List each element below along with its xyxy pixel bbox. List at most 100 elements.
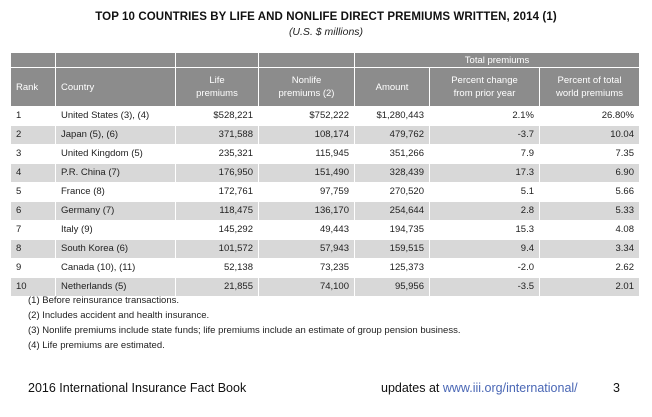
cell-country: France (8) — [55, 182, 176, 202]
table-row: 8 South Korea (6) 101,572 57,943 159,515 9.4 3… — [10, 239, 640, 259]
page-subtitle: (U.S. $ millions) — [288, 26, 364, 38]
cell-life-premiums: 145,292 — [175, 220, 259, 240]
header-amount: Amount — [354, 67, 430, 107]
table-row: 10 Netherlands (5) 21,855 74,100 95,956 -3.5 2… — [10, 277, 640, 297]
cell-country: Canada (10), (11) — [55, 258, 176, 278]
cell-percent-change: -3.5 — [429, 277, 540, 297]
table-body: 1 United States (3), (4) $528,221 $752,222 $… — [10, 106, 640, 297]
header-pct-change-line1: Percent change — [451, 75, 518, 86]
premiums-table: Total premiums Rank Country Life premium… — [10, 52, 640, 297]
footnote: (4) Life premiums are estimated. — [28, 340, 165, 351]
header-total-premiums: Total premiums — [354, 52, 640, 68]
cell-rank: 3 — [10, 144, 56, 164]
cell-amount: 270,520 — [354, 182, 430, 202]
cell-amount: $1,280,443 — [354, 106, 430, 126]
cell-life-premiums: 235,321 — [175, 144, 259, 164]
cell-amount: 159,515 — [354, 239, 430, 259]
header-pct-world-line2: world premiums — [555, 88, 624, 99]
cell-percent-world: 4.08 — [539, 220, 640, 240]
cell-rank: 10 — [10, 277, 56, 297]
table-row: 6 Germany (7) 118,475 136,170 254,644 2.8 5.33 — [10, 201, 640, 221]
table-row: 5 France (8) 172,761 97,759 270,520 5.1 5.66 — [10, 182, 640, 202]
header-country: Country — [55, 67, 176, 107]
cell-amount: 479,762 — [354, 125, 430, 145]
cell-nonlife-premiums: 151,490 — [258, 163, 355, 183]
cell-percent-change: 17.3 — [429, 163, 540, 183]
header-percent-world: Percent of total world premiums — [539, 67, 640, 107]
cell-nonlife-premiums: 108,174 — [258, 125, 355, 145]
header-nonlife-premiums: Nonlife premiums (2) — [258, 67, 355, 107]
cell-percent-world: 6.90 — [539, 163, 640, 183]
cell-life-premiums: 52,138 — [175, 258, 259, 278]
header-life-line1: Life — [209, 75, 225, 86]
cell-amount: 351,266 — [354, 144, 430, 164]
cell-country: Germany (7) — [55, 201, 176, 221]
table-row: 3 United Kingdom (5) 235,321 115,945 351,266… — [10, 144, 640, 164]
cell-percent-world: 10.04 — [539, 125, 640, 145]
footnote: (1) Before reinsurance transactions. — [28, 295, 180, 306]
cell-life-premiums: 118,475 — [175, 201, 259, 221]
cell-country: P.R. China (7) — [55, 163, 176, 183]
cell-nonlife-premiums: 57,943 — [258, 239, 355, 259]
cell-life-premiums: 21,855 — [175, 277, 259, 297]
header-rank: Rank — [10, 67, 56, 107]
cell-life-premiums: 371,588 — [175, 125, 259, 145]
header-blank-nonlife — [258, 52, 355, 68]
cell-amount: 95,956 — [354, 277, 430, 297]
cell-rank: 8 — [10, 239, 56, 259]
cell-amount: 254,644 — [354, 201, 430, 221]
table-row: 1 United States (3), (4) $528,221 $752,222 $… — [10, 106, 640, 126]
cell-country: Japan (5), (6) — [55, 125, 176, 145]
header-pct-change-line2: from prior year — [453, 88, 516, 99]
cell-percent-world: 7.35 — [539, 144, 640, 164]
cell-percent-change: 9.4 — [429, 239, 540, 259]
header-life-line2: premiums — [196, 88, 238, 99]
page-number: 3 — [613, 381, 620, 395]
header-percent-change: Percent change from prior year — [429, 67, 540, 107]
header-pct-world-line1: Percent of total — [557, 75, 622, 86]
cell-percent-world: 2.62 — [539, 258, 640, 278]
cell-rank: 1 — [10, 106, 56, 126]
cell-life-premiums: 172,761 — [175, 182, 259, 202]
cell-amount: 125,373 — [354, 258, 430, 278]
cell-percent-change: -3.7 — [429, 125, 540, 145]
cell-country: Italy (9) — [55, 220, 176, 240]
cell-percent-world: 2.01 — [539, 277, 640, 297]
cell-nonlife-premiums: 73,235 — [258, 258, 355, 278]
cell-country: Netherlands (5) — [55, 277, 176, 297]
footer-book-title: 2016 International Insurance Fact Book — [28, 381, 247, 395]
cell-percent-change: 2.8 — [429, 201, 540, 221]
cell-life-premiums: 101,572 — [175, 239, 259, 259]
cell-nonlife-premiums: 115,945 — [258, 144, 355, 164]
footer-updates-prefix: updates at — [381, 381, 443, 395]
header-blank-country — [55, 52, 176, 68]
cell-nonlife-premiums: 97,759 — [258, 182, 355, 202]
cell-rank: 7 — [10, 220, 56, 240]
footer-updates-link[interactable]: www.iii.org/international/ — [442, 381, 578, 395]
cell-rank: 2 — [10, 125, 56, 145]
table-row: 9 Canada (10), (11) 52,138 73,235 125,373 -2.… — [10, 258, 640, 278]
cell-life-premiums: 176,950 — [175, 163, 259, 183]
cell-rank: 4 — [10, 163, 56, 183]
cell-percent-change: 7.9 — [429, 144, 540, 164]
cell-nonlife-premiums: 49,443 — [258, 220, 355, 240]
cell-country: South Korea (6) — [55, 239, 176, 259]
cell-percent-change: 15.3 — [429, 220, 540, 240]
cell-percent-change: 5.1 — [429, 182, 540, 202]
cell-percent-world: 3.34 — [539, 239, 640, 259]
header-nonlife-line2: premiums (2) — [278, 88, 335, 99]
header-life-premiums: Life premiums — [175, 67, 259, 107]
table-row: 7 Italy (9) 145,292 49,443 194,735 15.3 4.08 — [10, 220, 640, 240]
page-title: TOP 10 COUNTRIES BY LIFE AND NONLIFE DIR… — [95, 11, 557, 23]
cell-life-premiums: $528,221 — [175, 106, 259, 126]
cell-nonlife-premiums: 74,100 — [258, 277, 355, 297]
table-row: 4 P.R. China (7) 176,950 151,490 328,439 17.3… — [10, 163, 640, 183]
header-nonlife-line1: Nonlife — [291, 75, 322, 86]
table-row: 2 Japan (5), (6) 371,588 108,174 479,762 -3.7… — [10, 125, 640, 145]
cell-country: United Kingdom (5) — [55, 144, 176, 164]
header-blank-life — [175, 52, 259, 68]
cell-percent-world: 26.80% — [539, 106, 640, 126]
cell-country: United States (3), (4) — [55, 106, 176, 126]
cell-rank: 5 — [10, 182, 56, 202]
footnote: (2) Includes accident and health insuran… — [28, 310, 210, 321]
